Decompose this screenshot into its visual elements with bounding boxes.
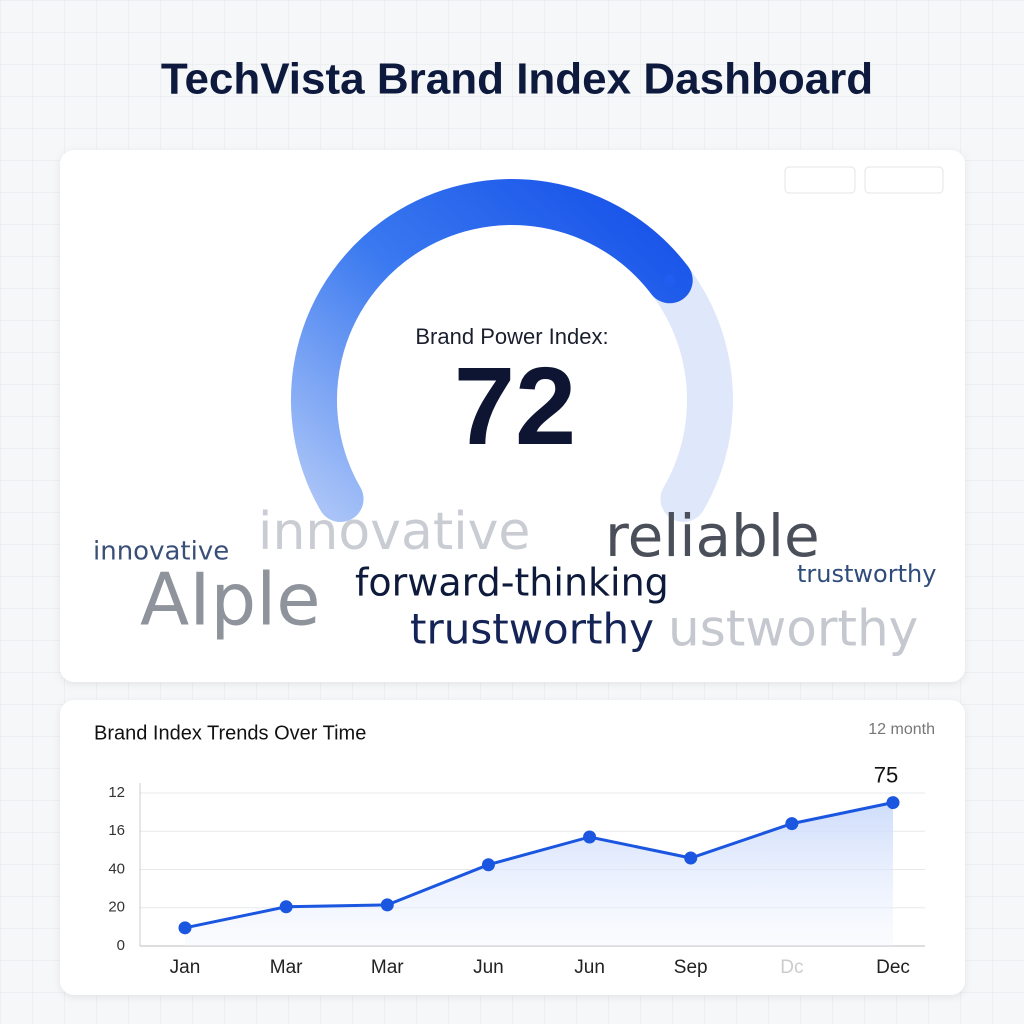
cloud-word: reliable <box>605 502 820 570</box>
x-tick-label: Dc <box>780 957 803 978</box>
cloud-word: trustworthy <box>410 605 654 654</box>
chart-title: Brand Index Trends Over Time <box>94 722 366 744</box>
chart-subtitle: 12 month <box>868 721 935 738</box>
y-tick-label: 20 <box>108 899 125 916</box>
gauge-card <box>60 150 965 682</box>
gauge-arc <box>291 179 693 522</box>
gauge-cap <box>663 274 676 287</box>
y-tick-label: 40 <box>108 860 125 877</box>
point <box>380 898 394 912</box>
cloud-word: AIple <box>140 558 321 642</box>
point <box>583 830 597 844</box>
point <box>481 858 495 872</box>
cloud-word: trustworthy <box>797 560 936 588</box>
point <box>785 817 799 831</box>
point <box>178 921 192 935</box>
cloud-word: ustworthy <box>668 600 918 658</box>
x-tick-label: Sep <box>674 957 708 978</box>
data-label: 75 <box>874 762 898 787</box>
point <box>684 851 698 865</box>
page-title: TechVista Brand Index Dashboard <box>161 55 873 104</box>
x-tick-label: Jan <box>170 957 201 978</box>
cloud-word: innovative <box>258 502 530 562</box>
area <box>185 802 893 946</box>
y-tick-label: 0 <box>117 937 125 954</box>
gauge-label: Brand Power Index: <box>415 324 608 349</box>
card-button[interactable] <box>784 166 856 194</box>
cloud-word: innovative <box>93 537 229 567</box>
line <box>184 801 894 930</box>
x-tick-label: Jun <box>574 957 605 978</box>
x-tick-label: Dec <box>876 957 910 978</box>
x-tick-label: Mar <box>371 957 404 978</box>
x-tick-label: Jun <box>473 957 504 978</box>
cloud-word: forward-thinking <box>355 561 669 605</box>
x-tick-label: Mar <box>270 957 303 978</box>
point <box>886 796 900 810</box>
y-tick-label: 12 <box>108 784 125 801</box>
card-button[interactable] <box>864 166 944 194</box>
gauge-value: 72 <box>454 345 576 468</box>
point <box>279 900 293 914</box>
y-tick-label: 16 <box>108 822 125 839</box>
